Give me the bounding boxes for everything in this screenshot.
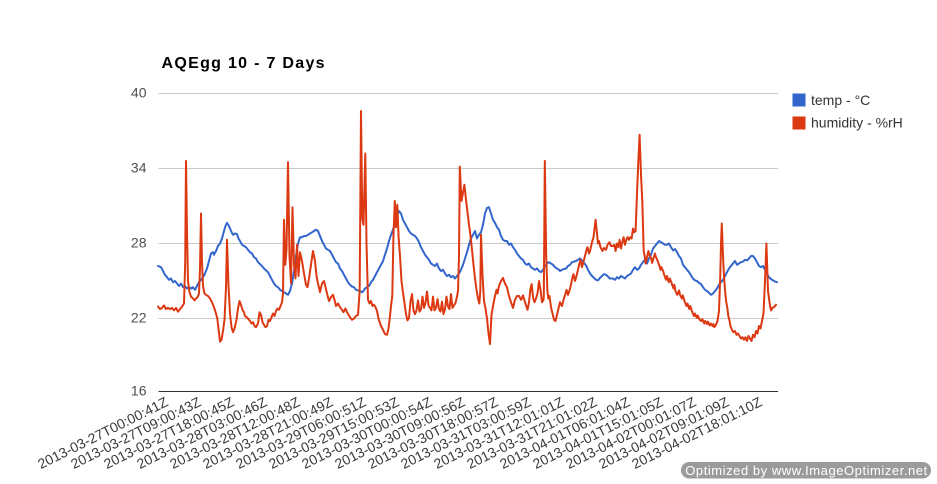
svg-text:temp - °C: temp - °C	[811, 92, 870, 108]
svg-text:34: 34	[131, 160, 147, 176]
svg-text:16: 16	[131, 383, 147, 399]
svg-text:22: 22	[131, 310, 147, 326]
svg-text:humidity - %rH: humidity - %rH	[811, 115, 903, 131]
svg-text:28: 28	[131, 235, 147, 251]
svg-text:AQEgg 10 - 7 Days: AQEgg 10 - 7 Days	[162, 55, 326, 72]
svg-text:40: 40	[131, 85, 147, 101]
svg-text:Optimized by www.ImageOptimize: Optimized by www.ImageOptimizer.net	[685, 463, 928, 478]
